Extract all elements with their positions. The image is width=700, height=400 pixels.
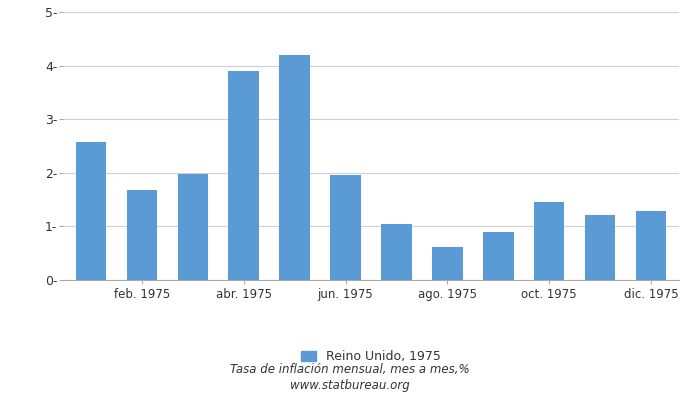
- Bar: [127, 190, 158, 280]
- Bar: [228, 72, 259, 280]
- Bar: [330, 175, 360, 280]
- Bar: [178, 174, 208, 280]
- Bar: [382, 224, 412, 280]
- Bar: [432, 247, 463, 280]
- Bar: [534, 202, 564, 280]
- Text: Tasa de inflación mensual, mes a mes,%: Tasa de inflación mensual, mes a mes,%: [230, 364, 470, 376]
- Bar: [483, 232, 514, 280]
- Bar: [584, 215, 615, 280]
- Bar: [636, 211, 666, 280]
- Bar: [76, 142, 106, 280]
- Legend: Reino Unido, 1975: Reino Unido, 1975: [296, 345, 446, 368]
- Bar: [279, 56, 310, 280]
- Text: www.statbureau.org: www.statbureau.org: [290, 380, 410, 392]
